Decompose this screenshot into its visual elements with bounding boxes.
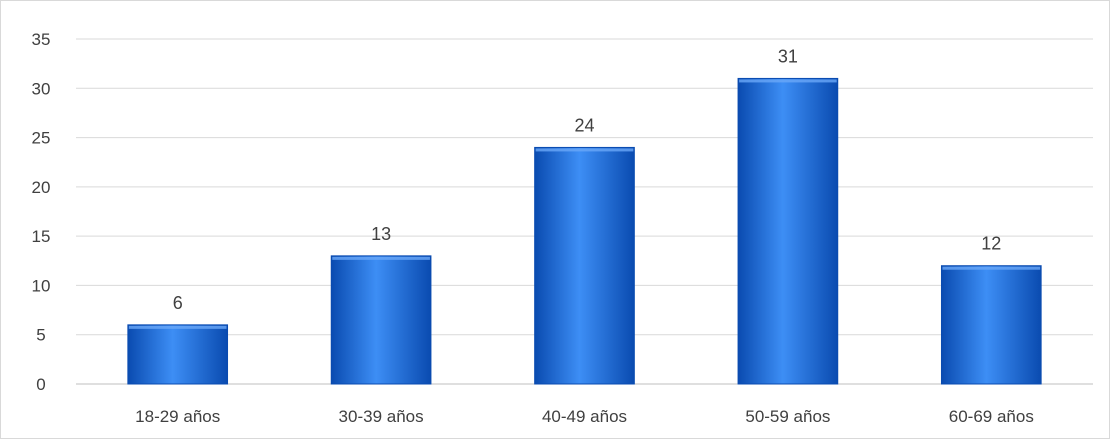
bar	[534, 146, 635, 385]
x-category-label: 30-39 años	[339, 407, 424, 426]
data-label: 12	[981, 234, 1001, 254]
data-label: 31	[778, 46, 798, 66]
bar-body	[127, 324, 229, 385]
y-tick-label: 5	[36, 326, 45, 345]
bar-body	[330, 255, 432, 385]
y-axis-ticks: 0 5 10 15 20 25 30 35	[32, 30, 51, 394]
data-label: 13	[371, 224, 391, 244]
bars	[127, 77, 1042, 385]
bar	[330, 255, 432, 385]
x-category-label: 50-59 años	[745, 407, 830, 426]
bar-highlight	[128, 325, 227, 329]
bar-highlight	[942, 266, 1041, 270]
data-label: 6	[173, 293, 183, 313]
x-category-label: 18-29 años	[135, 407, 220, 426]
y-tick-label: 30	[32, 79, 51, 98]
bar-body	[534, 146, 635, 385]
x-category-label: 60-69 años	[949, 407, 1034, 426]
x-axis-categories: 18-29 años 30-39 años 40-49 años 50-59 años…	[135, 407, 1034, 426]
y-tick-label: 0	[36, 375, 45, 394]
bar-highlight	[535, 148, 634, 152]
bar	[127, 324, 229, 385]
x-category-label: 40-49 años	[542, 407, 627, 426]
bar-highlight	[739, 79, 837, 83]
y-tick-label: 10	[32, 276, 51, 295]
bar	[737, 77, 839, 385]
bar-body	[940, 265, 1042, 385]
y-tick-label: 15	[32, 227, 51, 246]
data-label: 24	[574, 115, 594, 135]
y-tick-label: 35	[32, 30, 51, 49]
y-tick-label: 20	[32, 178, 51, 197]
y-tick-label: 25	[32, 129, 51, 148]
bar	[940, 265, 1042, 385]
bar-body	[737, 77, 839, 385]
data-labels: 6 13 24 31 12	[173, 46, 1002, 312]
bar-highlight	[332, 256, 430, 260]
